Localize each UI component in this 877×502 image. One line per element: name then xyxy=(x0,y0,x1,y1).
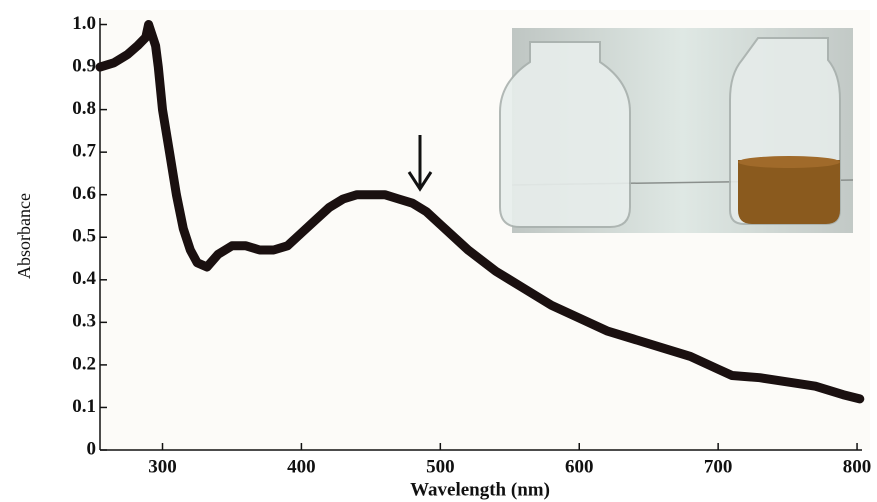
arrow xyxy=(407,135,433,192)
y-tick-label: 0.4 xyxy=(72,268,96,289)
y-tick-label: 0 xyxy=(87,438,97,459)
x-tick-label: 500 xyxy=(426,456,455,477)
y-tick-label: 0.5 xyxy=(72,226,96,247)
x-tick-label: 600 xyxy=(565,456,594,477)
inset-photo xyxy=(499,28,854,233)
spectrum-line xyxy=(95,20,865,404)
x-axis-label: Wavelength (nm) xyxy=(410,479,550,500)
x-tick-label: 300 xyxy=(148,456,177,477)
y-tick-label: 1.0 xyxy=(72,13,96,34)
y-tick-label: 0.2 xyxy=(72,353,96,374)
y-tick-label: 0.8 xyxy=(72,98,96,119)
x-tick-label: 400 xyxy=(287,456,316,477)
y-tick-label: 0.3 xyxy=(72,311,96,332)
y-axis-label: Absorbance xyxy=(14,193,34,279)
x-tick-label: 700 xyxy=(704,456,733,477)
y-tick-label: 0.7 xyxy=(72,141,96,162)
x-tick-label: 800 xyxy=(843,456,872,477)
y-tick-label: 0.6 xyxy=(72,183,96,204)
y-tick-label: 0.1 xyxy=(72,396,96,417)
y-tick-label: 0.9 xyxy=(72,55,96,76)
